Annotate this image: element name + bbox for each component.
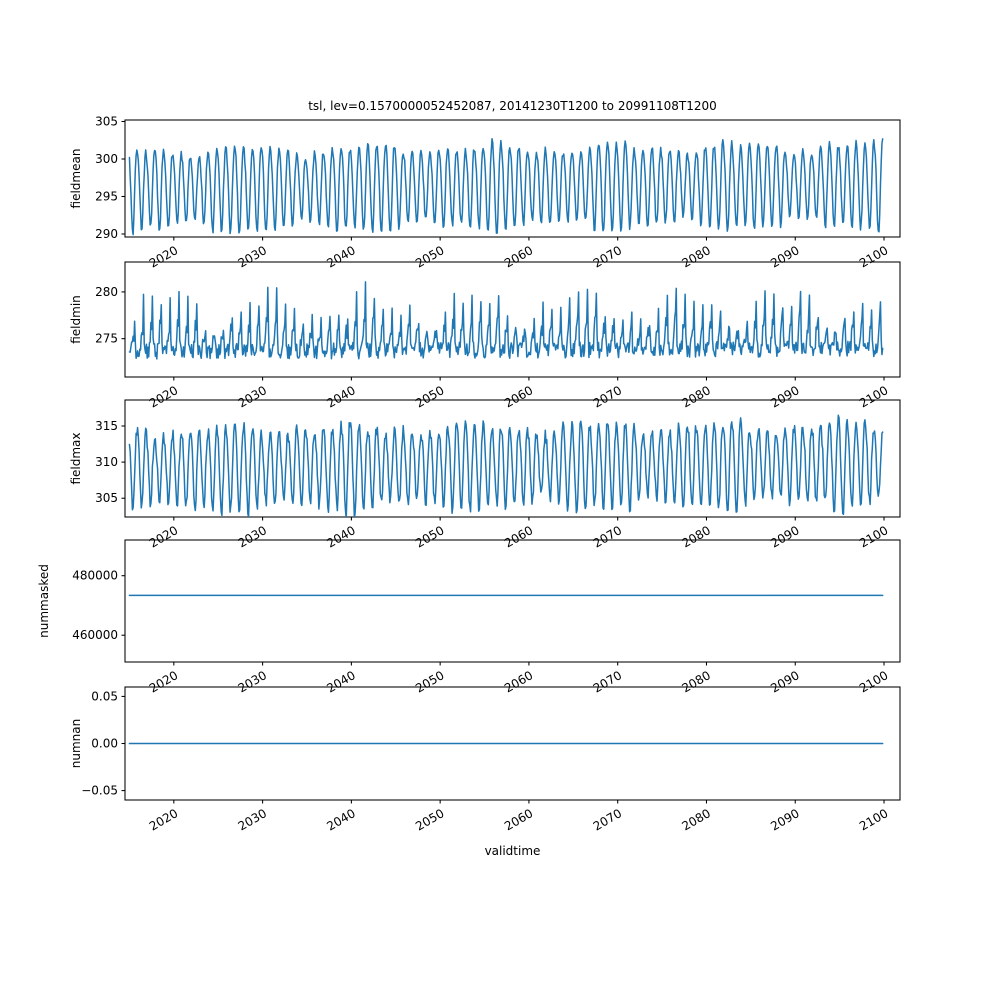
axes-frame-nummasked — [124, 539, 901, 663]
ytick-label-fieldmean-2: 300 — [95, 152, 118, 166]
data-line-fieldmax — [128, 414, 884, 517]
xtick-label-fieldmax-2: 2040 — [324, 523, 357, 550]
subplot-nummasked: 460000 480000 2020 2030 2040 2050 2060 2070 2080… — [37, 539, 901, 696]
xtick-label-fieldmin-1: 2030 — [236, 383, 269, 410]
xtick-label-nummasked-4: 2060 — [502, 668, 535, 695]
xtick-label-fieldmax-6: 2080 — [680, 523, 713, 550]
xtick-label-numnan-6: 2080 — [680, 806, 713, 833]
xtick-label-fieldmax-1: 2030 — [236, 523, 269, 550]
xtick-label-nummasked-8: 2100 — [857, 668, 890, 695]
ytick-label-nummasked-0: 460000 — [72, 628, 118, 642]
xtick-label-fieldmean-4: 2060 — [502, 243, 535, 270]
xtick-label-nummasked-7: 2090 — [768, 668, 801, 695]
xtick-label-nummasked-1: 2030 — [236, 668, 269, 695]
xtick-label-fieldmin-5: 2070 — [591, 383, 624, 410]
xtick-label-fieldmean-6: 2080 — [680, 243, 713, 270]
data-line-fieldmean — [128, 138, 884, 236]
xtick-label-nummasked-2: 2040 — [324, 668, 357, 695]
ytick-label-fieldmax-0: 305 — [95, 491, 118, 505]
xtick-label-numnan-1: 2030 — [236, 806, 269, 833]
ytick-label-fieldmean-3: 305 — [95, 115, 118, 129]
axes-frame-fieldmin — [124, 261, 901, 378]
xtick-label-fieldmin-8: 2100 — [857, 383, 890, 410]
subplot-numnan: −0.05 0.00 0.05 2020 2030 2040 2050 2060 2070 208… — [69, 686, 901, 858]
xtick-label-fieldmean-0: 2020 — [147, 243, 180, 270]
ylabel-nummasked: nummasked — [37, 564, 51, 638]
ytick-label-numnan-0: −0.05 — [81, 784, 118, 798]
xtick-label-fieldmean-2: 2040 — [324, 243, 357, 270]
xtick-label-fieldmax-4: 2060 — [502, 523, 535, 550]
subplot-fieldmin: 275 280 2020 2030 2040 2050 2060 2070 2080 2090 21… — [69, 261, 901, 411]
xtick-label-fieldmax-0: 2020 — [147, 523, 180, 550]
ytick-label-fieldmean-1: 295 — [95, 190, 118, 204]
xtick-label-numnan-8: 2100 — [857, 806, 890, 833]
xtick-label-numnan-3: 2050 — [413, 806, 446, 833]
ytick-label-numnan-2: 0.05 — [91, 689, 118, 703]
xtick-label-nummasked-6: 2080 — [680, 668, 713, 695]
xtick-label-fieldmax-7: 2090 — [768, 523, 801, 550]
xtick-label-numnan-5: 2070 — [591, 806, 624, 833]
xtick-label-fieldmax-5: 2070 — [591, 523, 624, 550]
data-line-fieldmin — [128, 281, 884, 360]
xtick-label-fieldmin-2: 2040 — [324, 383, 357, 410]
ylabel-fieldmin: fieldmin — [69, 295, 83, 344]
axes-frame-fieldmean — [124, 119, 901, 238]
xtick-label-fieldmean-7: 2090 — [768, 243, 801, 270]
xtick-label-fieldmean-5: 2070 — [591, 243, 624, 270]
xtick-label-nummasked-3: 2050 — [413, 668, 446, 695]
xtick-label-fieldmin-6: 2080 — [680, 383, 713, 410]
ylabel-numnan: numnan — [69, 719, 83, 768]
xtick-label-fieldmin-7: 2090 — [768, 383, 801, 410]
ylabel-fieldmean: fieldmean — [69, 149, 83, 209]
subplot-fieldmean: 290 295 300 305 2020 2030 2040 2050 2060 2070 2080… — [69, 115, 901, 271]
xtick-label-nummasked-5: 2070 — [591, 668, 624, 695]
subplot-fieldmax: 305 310 315 2020 2030 2040 2050 2060 2070 2080 209… — [69, 399, 901, 551]
xtick-label-fieldmean-3: 2050 — [413, 243, 446, 270]
xtick-label-fieldmin-3: 2050 — [413, 383, 446, 410]
xlabel-numnan: validtime — [485, 844, 541, 858]
ytick-label-numnan-1: 0.00 — [91, 737, 118, 751]
xtick-label-fieldmean-8: 2100 — [857, 243, 890, 270]
xtick-label-numnan-7: 2090 — [768, 806, 801, 833]
xtick-label-fieldmean-1: 2030 — [236, 243, 269, 270]
xtick-label-fieldmin-0: 2020 — [147, 383, 180, 410]
axes-frame-fieldmax — [124, 399, 901, 518]
ytick-label-fieldmax-2: 315 — [95, 419, 118, 433]
ylabel-fieldmax: fieldmax — [69, 432, 83, 484]
ytick-label-nummasked-1: 480000 — [72, 569, 118, 583]
ytick-label-fieldmin-1: 280 — [95, 285, 118, 299]
ytick-label-fieldmean-0: 290 — [95, 227, 118, 241]
xtick-label-numnan-2: 2040 — [324, 806, 357, 833]
ytick-label-fieldmax-1: 310 — [95, 455, 118, 469]
xtick-label-fieldmax-3: 2050 — [413, 523, 446, 550]
figure-title: tsl, lev=0.1570000052452087, 20141230T12… — [308, 99, 717, 113]
ytick-label-fieldmin-0: 275 — [95, 332, 118, 346]
xtick-label-fieldmax-8: 2100 — [857, 523, 890, 550]
xtick-label-numnan-4: 2060 — [502, 806, 535, 833]
xtick-label-fieldmin-4: 2060 — [502, 383, 535, 410]
xtick-label-nummasked-0: 2020 — [147, 668, 180, 695]
xtick-label-numnan-0: 2020 — [147, 806, 180, 833]
